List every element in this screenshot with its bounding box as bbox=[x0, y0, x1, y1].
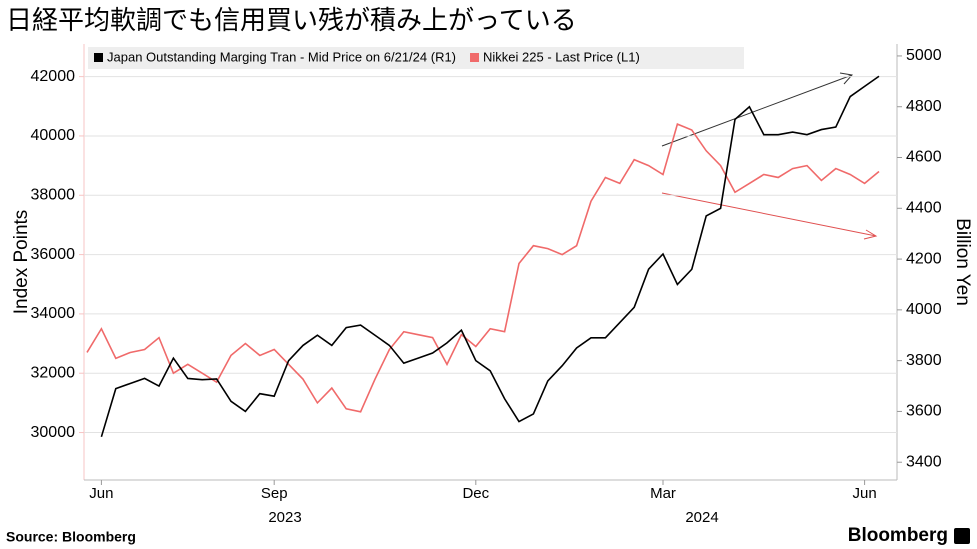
y2-tick-label: 4400 bbox=[906, 200, 942, 217]
x-tick-label: Jun bbox=[853, 485, 877, 502]
y2-tick-label: 3400 bbox=[906, 453, 942, 470]
y-tick-label: 42000 bbox=[31, 68, 76, 85]
y-tick-label: 36000 bbox=[31, 246, 76, 263]
y-tick-label: 40000 bbox=[31, 127, 76, 144]
y2-tick-label: 3600 bbox=[906, 403, 942, 420]
x-tick-label: Sep bbox=[261, 485, 288, 502]
legend-label: Nikkei 225 - Last Price (L1) bbox=[483, 49, 640, 64]
series-line bbox=[86, 123, 880, 413]
x-tick-label: Dec bbox=[462, 485, 489, 502]
trend-arrow bbox=[661, 74, 853, 147]
y-tick-label: 32000 bbox=[31, 364, 76, 381]
legend-swatch bbox=[94, 53, 103, 62]
legend-box bbox=[88, 47, 744, 69]
year-label: 2024 bbox=[685, 509, 718, 526]
y-tick-label: 30000 bbox=[31, 424, 76, 441]
series-line bbox=[100, 75, 880, 438]
brand: Bloomberg bbox=[848, 525, 948, 546]
trend-arrow-head bbox=[863, 229, 878, 240]
y-tick-label: 34000 bbox=[31, 305, 76, 322]
y2-axis-title: Billion Yen bbox=[952, 218, 973, 306]
y2-tick-label: 4800 bbox=[906, 98, 942, 115]
y2-tick-label: 4000 bbox=[906, 301, 942, 318]
legend-label: Japan Outstanding Marging Tran - Mid Pri… bbox=[107, 49, 456, 64]
legend-swatch bbox=[470, 53, 480, 62]
y2-tick-label: 4200 bbox=[906, 250, 942, 267]
source: Source: Bloomberg bbox=[6, 529, 136, 545]
brand-icon bbox=[954, 528, 970, 544]
trend-arrow-head bbox=[839, 72, 853, 85]
y-axis-title: Index Points bbox=[11, 210, 32, 315]
y2-tick-label: 4600 bbox=[906, 149, 942, 166]
trend-arrow bbox=[661, 192, 877, 237]
y-tick-label: 38000 bbox=[31, 186, 76, 203]
y2-tick-label: 3800 bbox=[906, 352, 942, 369]
x-tick-label: Jun bbox=[89, 485, 113, 502]
chart-title: 日経平均軟調でも信用買い残が積み上がっている bbox=[6, 5, 577, 35]
y2-tick-label: 5000 bbox=[906, 47, 942, 64]
x-tick-label: Mar bbox=[650, 485, 676, 502]
year-label: 2023 bbox=[268, 509, 301, 526]
